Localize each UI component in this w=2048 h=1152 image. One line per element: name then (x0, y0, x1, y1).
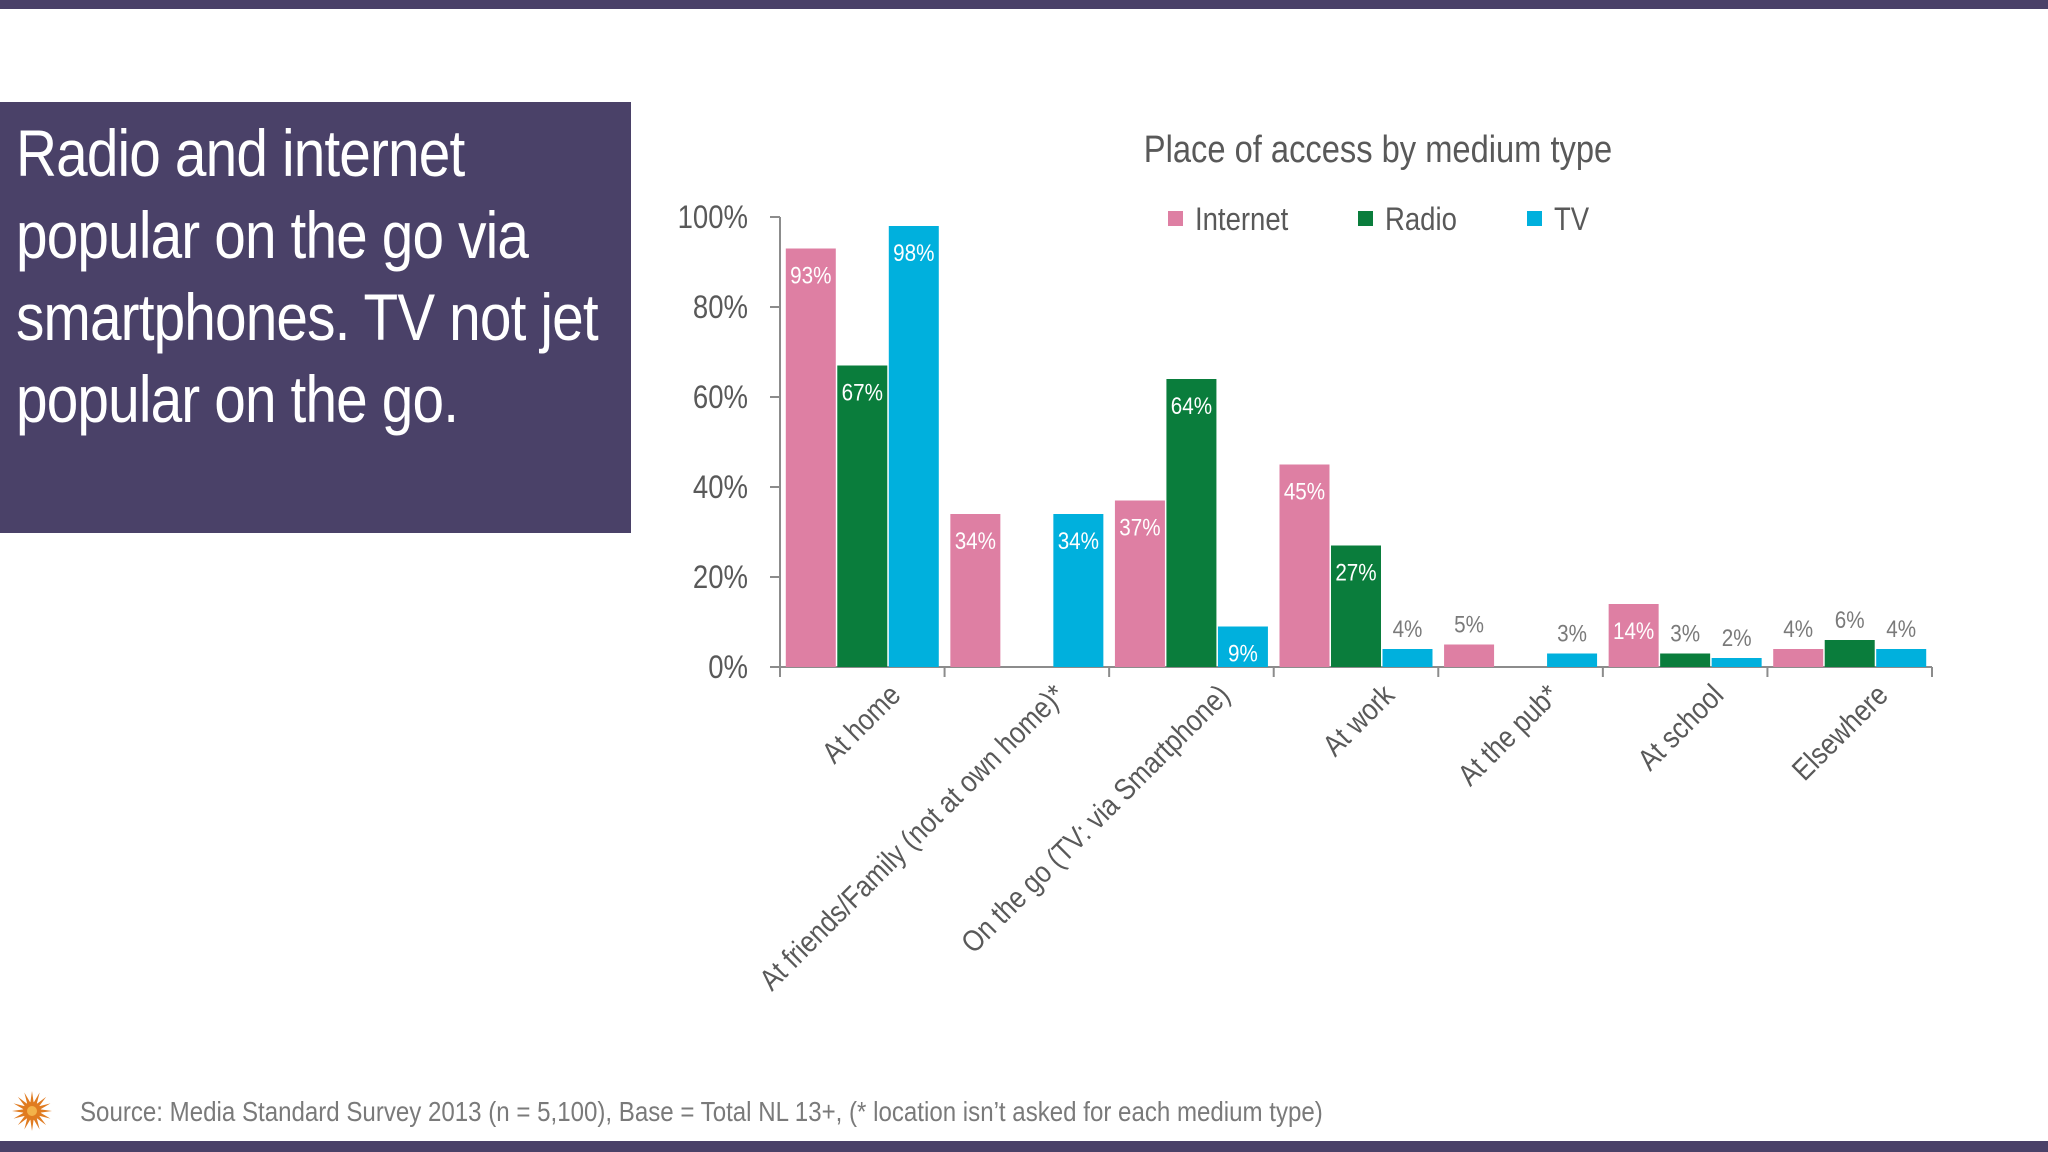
bar-radio (1331, 545, 1381, 667)
data-label: 14% (1613, 618, 1654, 645)
y-tick-label: 20% (693, 560, 748, 595)
bar-internet (1279, 464, 1330, 667)
bar-tv (1382, 649, 1433, 667)
y-tick-label: 80% (693, 290, 748, 325)
bar-tv (1053, 514, 1104, 667)
bar-radio (1660, 653, 1711, 667)
data-label: 4% (1783, 616, 1813, 643)
slide-headline: Radio and internet popular on the go via… (16, 116, 599, 436)
y-tick-label: 100% (678, 200, 748, 235)
bar-tv (1876, 649, 1927, 667)
source-note: Source: Media Standard Survey 2013 (n = … (80, 1096, 1323, 1127)
x-category-label: On the go (TV: via Smartphone) (955, 678, 1236, 959)
chart-title: Place of access by medium type (1144, 128, 1612, 171)
bar-tv (888, 226, 939, 667)
data-label: 4% (1393, 616, 1423, 643)
x-category-label: At the pub* (1451, 678, 1565, 792)
data-label: 6% (1835, 607, 1865, 634)
x-category-label: At school (1631, 678, 1730, 777)
data-label: 3% (1670, 620, 1700, 647)
sun-emblem-icon (12, 1091, 52, 1131)
data-label: 34% (1058, 528, 1099, 555)
y-tick-label: 0% (708, 650, 748, 685)
data-label: 3% (1557, 620, 1587, 647)
bar-radio (1824, 640, 1875, 667)
bar-chart: Place of access by medium type Internet Ra… (678, 128, 1933, 997)
x-category-label: At home (815, 678, 906, 769)
data-label: 34% (955, 528, 996, 555)
data-label: 27% (1335, 559, 1376, 586)
bar-internet (1444, 644, 1495, 667)
bar-internet (1608, 604, 1659, 667)
bar-internet (1114, 500, 1165, 667)
legend-swatch-tv (1527, 211, 1542, 226)
data-label: 5% (1454, 611, 1484, 638)
legend-label-tv: TV (1554, 202, 1589, 237)
data-label: 4% (1886, 616, 1916, 643)
bar-tv (1547, 653, 1598, 667)
bar-tv (1711, 658, 1762, 667)
bar-tv (1217, 626, 1268, 667)
data-label: 37% (1119, 514, 1160, 541)
data-label: 2% (1722, 625, 1752, 652)
bar-radio (837, 365, 888, 667)
data-label: 67% (842, 379, 883, 406)
data-label: 93% (790, 262, 831, 289)
data-label: 45% (1284, 478, 1325, 505)
bar-internet (785, 248, 836, 667)
data-label: 9% (1228, 640, 1258, 667)
footer: Source: Media Standard Survey 2013 (n = … (0, 1086, 1600, 1136)
bottom-accent-bar (0, 1141, 2048, 1152)
x-category-label: Elsewhere (1786, 678, 1895, 787)
legend-swatch-internet (1168, 211, 1183, 226)
bar-internet (1773, 649, 1824, 667)
y-tick-label: 60% (693, 380, 748, 415)
bar-radio (1166, 379, 1217, 667)
headline-box: Radio and internet popular on the go via… (0, 102, 631, 533)
data-label: 64% (1171, 393, 1212, 420)
top-accent-bar (0, 0, 2048, 9)
legend-label-internet: Internet (1195, 202, 1289, 237)
legend-swatch-radio (1358, 211, 1373, 226)
x-category-label: At friends/Family (not at own home)* (753, 678, 1072, 997)
data-label: 98% (893, 240, 934, 267)
legend-label-radio: Radio (1385, 202, 1457, 237)
x-category-label: At work (1316, 677, 1401, 762)
bar-internet (950, 514, 1001, 667)
y-tick-label: 40% (693, 470, 748, 505)
